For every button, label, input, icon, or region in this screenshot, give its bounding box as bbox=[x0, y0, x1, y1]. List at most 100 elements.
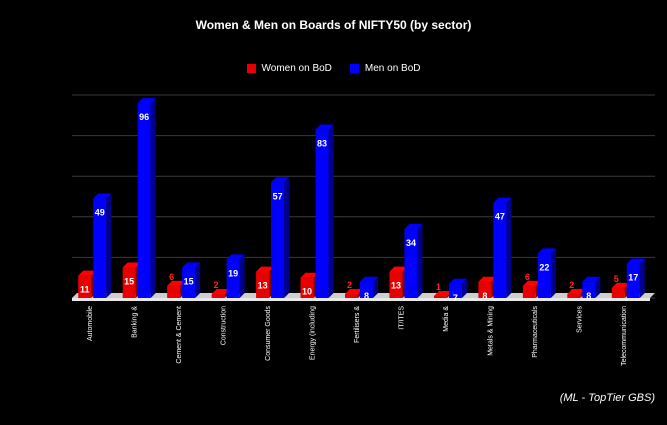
bar-top-women bbox=[256, 266, 275, 272]
data-label-men: 47 bbox=[495, 212, 505, 222]
legend-swatch-men bbox=[349, 64, 359, 73]
bar-top-men bbox=[360, 276, 378, 282]
data-label-men: 22 bbox=[539, 262, 549, 272]
category-label: Cement & Cement bbox=[176, 306, 183, 364]
data-label-women: 5 bbox=[614, 274, 619, 284]
data-label-men: 15 bbox=[184, 277, 194, 287]
bar-men bbox=[448, 283, 462, 298]
category-label: Construction bbox=[221, 306, 228, 345]
data-label-women: 13 bbox=[391, 281, 401, 291]
bar-men bbox=[582, 281, 596, 298]
bar-women bbox=[300, 277, 314, 298]
category-label: Fertilisers & bbox=[354, 306, 361, 343]
bar-men bbox=[626, 263, 640, 298]
bar-side-men bbox=[373, 276, 378, 298]
bar-top-women bbox=[567, 288, 586, 294]
bar-top-men bbox=[93, 193, 112, 199]
legend-item-women: Women on BoD bbox=[246, 63, 332, 74]
legend-label-women: Women on BoD bbox=[261, 63, 332, 74]
bar-men bbox=[404, 228, 418, 298]
category-label: Telecommunication bbox=[621, 306, 628, 366]
bar-top-women bbox=[300, 272, 319, 278]
category-label: Metals & Mining bbox=[487, 306, 494, 356]
data-label-men: 7 bbox=[453, 293, 458, 303]
category-label: IT/ITES bbox=[398, 306, 405, 330]
category-label: Energy (including bbox=[310, 306, 317, 360]
bar-side-men bbox=[328, 124, 334, 298]
bar-top-women bbox=[211, 288, 230, 294]
legend-label-men: Men on BoD bbox=[364, 63, 421, 74]
bar-top-women bbox=[122, 262, 141, 268]
bar-top-men bbox=[137, 98, 156, 104]
bar-top-men bbox=[226, 254, 245, 260]
data-label-women: 15 bbox=[124, 277, 134, 287]
data-label-women: 13 bbox=[258, 281, 268, 291]
bar-men bbox=[271, 182, 285, 298]
bar-side-men bbox=[506, 197, 512, 298]
data-label-men: 17 bbox=[628, 272, 638, 282]
bar-side-men bbox=[284, 177, 290, 298]
bar-side-men bbox=[595, 276, 601, 298]
category-label: Pharmaceuticals bbox=[532, 306, 539, 358]
bar-men bbox=[493, 202, 507, 298]
data-label-men: 8 bbox=[586, 291, 591, 301]
bar-women bbox=[122, 267, 136, 298]
bar-men bbox=[315, 129, 329, 298]
data-label-women: 2 bbox=[569, 280, 574, 290]
bar-top-men bbox=[448, 278, 467, 284]
bar-side-men bbox=[239, 254, 245, 298]
category-label: Consumer Goods bbox=[265, 306, 272, 361]
data-label-women: 6 bbox=[169, 272, 174, 282]
data-label-men: 96 bbox=[139, 112, 149, 122]
bar-women bbox=[78, 275, 92, 298]
bar-women bbox=[211, 293, 225, 298]
bar-top-men bbox=[493, 197, 512, 203]
bar-women bbox=[345, 293, 358, 298]
chart-title: Women & Men on Boards of NIFTY50 (by sec… bbox=[195, 18, 472, 32]
bar-women bbox=[389, 271, 403, 298]
bar-women bbox=[433, 295, 447, 298]
chart-floor-front bbox=[72, 298, 650, 301]
source-note: (ML - TopTier GBS) bbox=[559, 392, 655, 404]
bar-top-women bbox=[78, 270, 97, 276]
bar-men bbox=[182, 267, 196, 298]
data-label-women: 6 bbox=[525, 272, 530, 282]
bar-men bbox=[93, 198, 107, 298]
bar-side-men bbox=[461, 278, 467, 298]
bar-top-men bbox=[271, 177, 290, 183]
data-label-women: 1 bbox=[436, 282, 441, 292]
data-label-women: 10 bbox=[302, 287, 312, 297]
bar-side-men bbox=[550, 248, 556, 298]
bar-side-men bbox=[639, 258, 645, 298]
legend-item-men: Men on BoD bbox=[349, 63, 421, 74]
bar-top-women bbox=[522, 280, 541, 286]
bar-top-men bbox=[182, 262, 201, 268]
bar-top-women bbox=[389, 266, 408, 272]
data-label-women: 2 bbox=[214, 280, 219, 290]
bar-men bbox=[137, 103, 151, 299]
data-label-men: 34 bbox=[406, 238, 416, 248]
data-label-men: 83 bbox=[317, 139, 327, 149]
data-label-men: 49 bbox=[95, 208, 105, 218]
bar-women bbox=[167, 285, 181, 298]
bar-men bbox=[226, 259, 240, 298]
bar-women bbox=[611, 287, 625, 298]
bar-side-men bbox=[417, 223, 423, 298]
bar-top-men bbox=[537, 248, 556, 254]
bar-men bbox=[360, 281, 373, 298]
bar-top-men bbox=[626, 258, 645, 264]
bar-top-women bbox=[345, 288, 363, 294]
bar-top-women bbox=[478, 276, 497, 282]
category-label: Services bbox=[576, 306, 583, 333]
bar-men bbox=[537, 253, 551, 298]
bar-side-men bbox=[106, 193, 112, 298]
category-label: Media & bbox=[443, 306, 450, 332]
category-label: Automobile bbox=[87, 306, 94, 341]
bar-side-men bbox=[195, 262, 201, 298]
data-label-women: 2 bbox=[347, 280, 352, 290]
bar-top-men bbox=[404, 223, 423, 229]
bar-women bbox=[567, 293, 581, 298]
bar-women bbox=[522, 285, 536, 298]
legend-swatch-women bbox=[246, 64, 256, 73]
